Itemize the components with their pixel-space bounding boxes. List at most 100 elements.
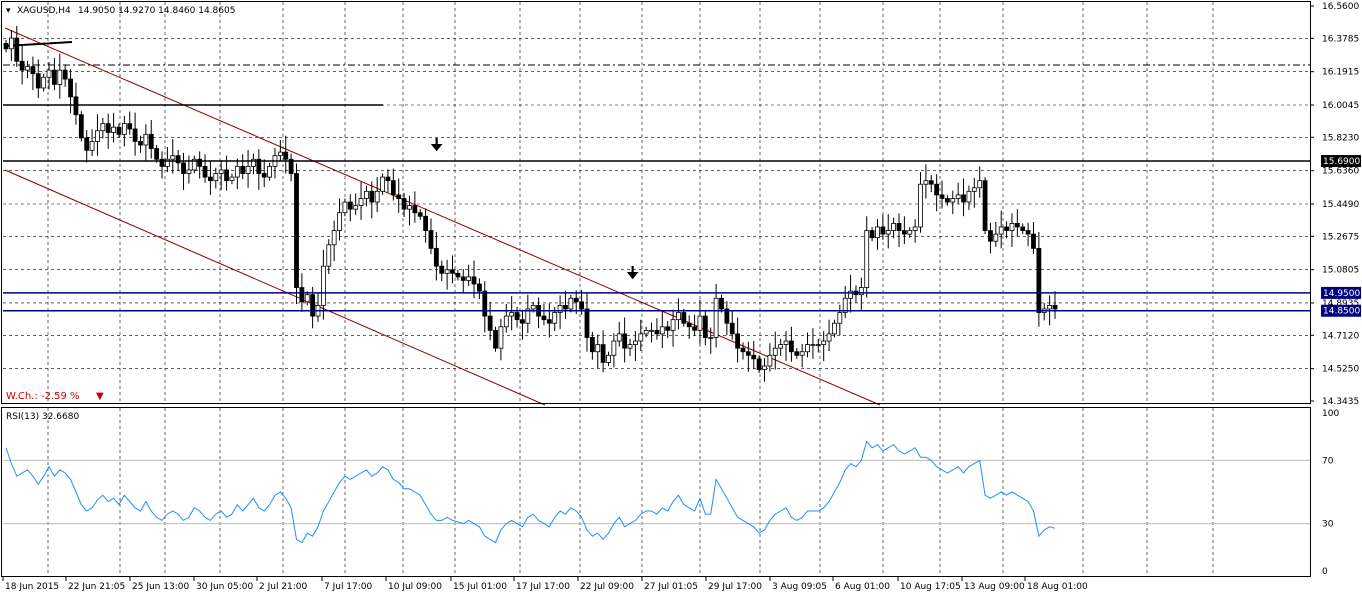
x-tick-label: 10 Jul 09:00: [388, 582, 442, 592]
horizontal-levels: [3, 160, 1310, 312]
candle: [89, 141, 95, 151]
x-tick-label: 30 Jun 05:00: [196, 582, 253, 592]
candle: [579, 301, 585, 310]
candle: [1047, 304, 1053, 310]
candle: [627, 344, 633, 349]
candle: [509, 312, 515, 317]
candle: [277, 151, 283, 157]
candle: [842, 297, 848, 313]
candle: [8, 37, 14, 50]
candle: [390, 180, 396, 196]
candle: [923, 180, 929, 185]
candle: [692, 326, 697, 331]
price-tag-label: 14.9500: [1323, 289, 1360, 299]
candle: [1031, 233, 1036, 249]
y-tick-label: 15.0805: [1322, 266, 1359, 276]
candle: [460, 276, 466, 281]
candle: [331, 230, 337, 246]
candle: [858, 287, 864, 296]
candle: [1036, 247, 1042, 313]
candle: [466, 276, 472, 281]
candle: [1025, 230, 1031, 235]
candle: [611, 340, 617, 356]
candle: [138, 141, 143, 146]
candle: [1020, 226, 1026, 231]
x-tick-label: 3 Aug 09:05: [772, 582, 827, 592]
candle: [595, 344, 601, 353]
candle: [256, 158, 262, 174]
x-tick-label: 6 Aug 01:00: [835, 582, 890, 592]
candle: [25, 66, 30, 71]
candle: [616, 333, 622, 342]
x-tick-label: 25 Jun 13:00: [132, 582, 189, 592]
candle: [358, 198, 364, 206]
candle: [638, 333, 644, 342]
candle: [1009, 223, 1015, 231]
candle: [439, 265, 445, 274]
rsi-level-label: 70: [1322, 456, 1334, 466]
x-tick-label: 18 Aug 01:00: [1027, 582, 1088, 592]
candle: [530, 304, 536, 310]
candle: [148, 133, 154, 149]
candle: [971, 187, 977, 192]
candle: [541, 315, 547, 321]
candle: [950, 198, 956, 203]
candle: [116, 126, 122, 135]
x-tick-label: 29 Jul 17:00: [708, 582, 762, 592]
candle: [740, 347, 746, 353]
candle: [197, 158, 203, 167]
candle: [955, 194, 961, 199]
candle: [337, 212, 342, 231]
candle: [901, 230, 907, 235]
channel-lower-line: [4, 169, 546, 406]
candle: [837, 312, 843, 324]
y-tick-label: 15.2675: [1322, 232, 1359, 242]
candle: [659, 326, 665, 335]
candle: [939, 194, 945, 199]
y-tick-label: 16.1915: [1322, 68, 1359, 78]
x-tick-label: 17 Jul 17:00: [516, 582, 570, 592]
candle: [487, 315, 493, 331]
candle: [35, 73, 41, 89]
y-tick-label: 14.7120: [1322, 331, 1359, 341]
candle: [304, 294, 310, 303]
candle: [794, 351, 800, 356]
candle: [633, 340, 638, 345]
candle: [342, 201, 348, 214]
candle: [643, 329, 649, 335]
candle: [977, 180, 983, 189]
candle: [1014, 223, 1020, 228]
candle: [132, 128, 138, 142]
candle: [100, 123, 106, 132]
candle: [891, 223, 897, 231]
candle: [353, 205, 359, 210]
candle: [364, 190, 369, 199]
rsi-level-label: 30: [1322, 520, 1334, 530]
candle: [573, 297, 579, 303]
price-panel-border: [1, 1, 1311, 404]
candle: [912, 226, 918, 231]
price-axis: 16.5600 16.3785 16.1915 16.0045 15.8230 15.63…: [1310, 2, 1361, 407]
candle: [417, 212, 423, 217]
candle: [745, 351, 751, 356]
weekly-change-label: W.Ch.: -2.59 %: [6, 391, 80, 402]
candle: [557, 304, 563, 313]
candle: [993, 233, 999, 242]
candle: [665, 326, 671, 331]
candle: [229, 176, 235, 182]
candle: [988, 230, 993, 242]
candle: [412, 205, 418, 214]
candle: [864, 230, 870, 288]
candle: [175, 155, 181, 164]
candle: [62, 69, 68, 80]
header-triangle-icon: ▾: [6, 6, 11, 16]
candle: [245, 165, 251, 174]
candle: [826, 333, 832, 342]
y-tick-label: 16.3785: [1322, 34, 1359, 44]
candle: [423, 215, 429, 231]
candle: [702, 315, 708, 338]
candle: [267, 165, 272, 178]
y-tick-label: 15.4490: [1322, 200, 1359, 210]
candle: [111, 126, 116, 133]
